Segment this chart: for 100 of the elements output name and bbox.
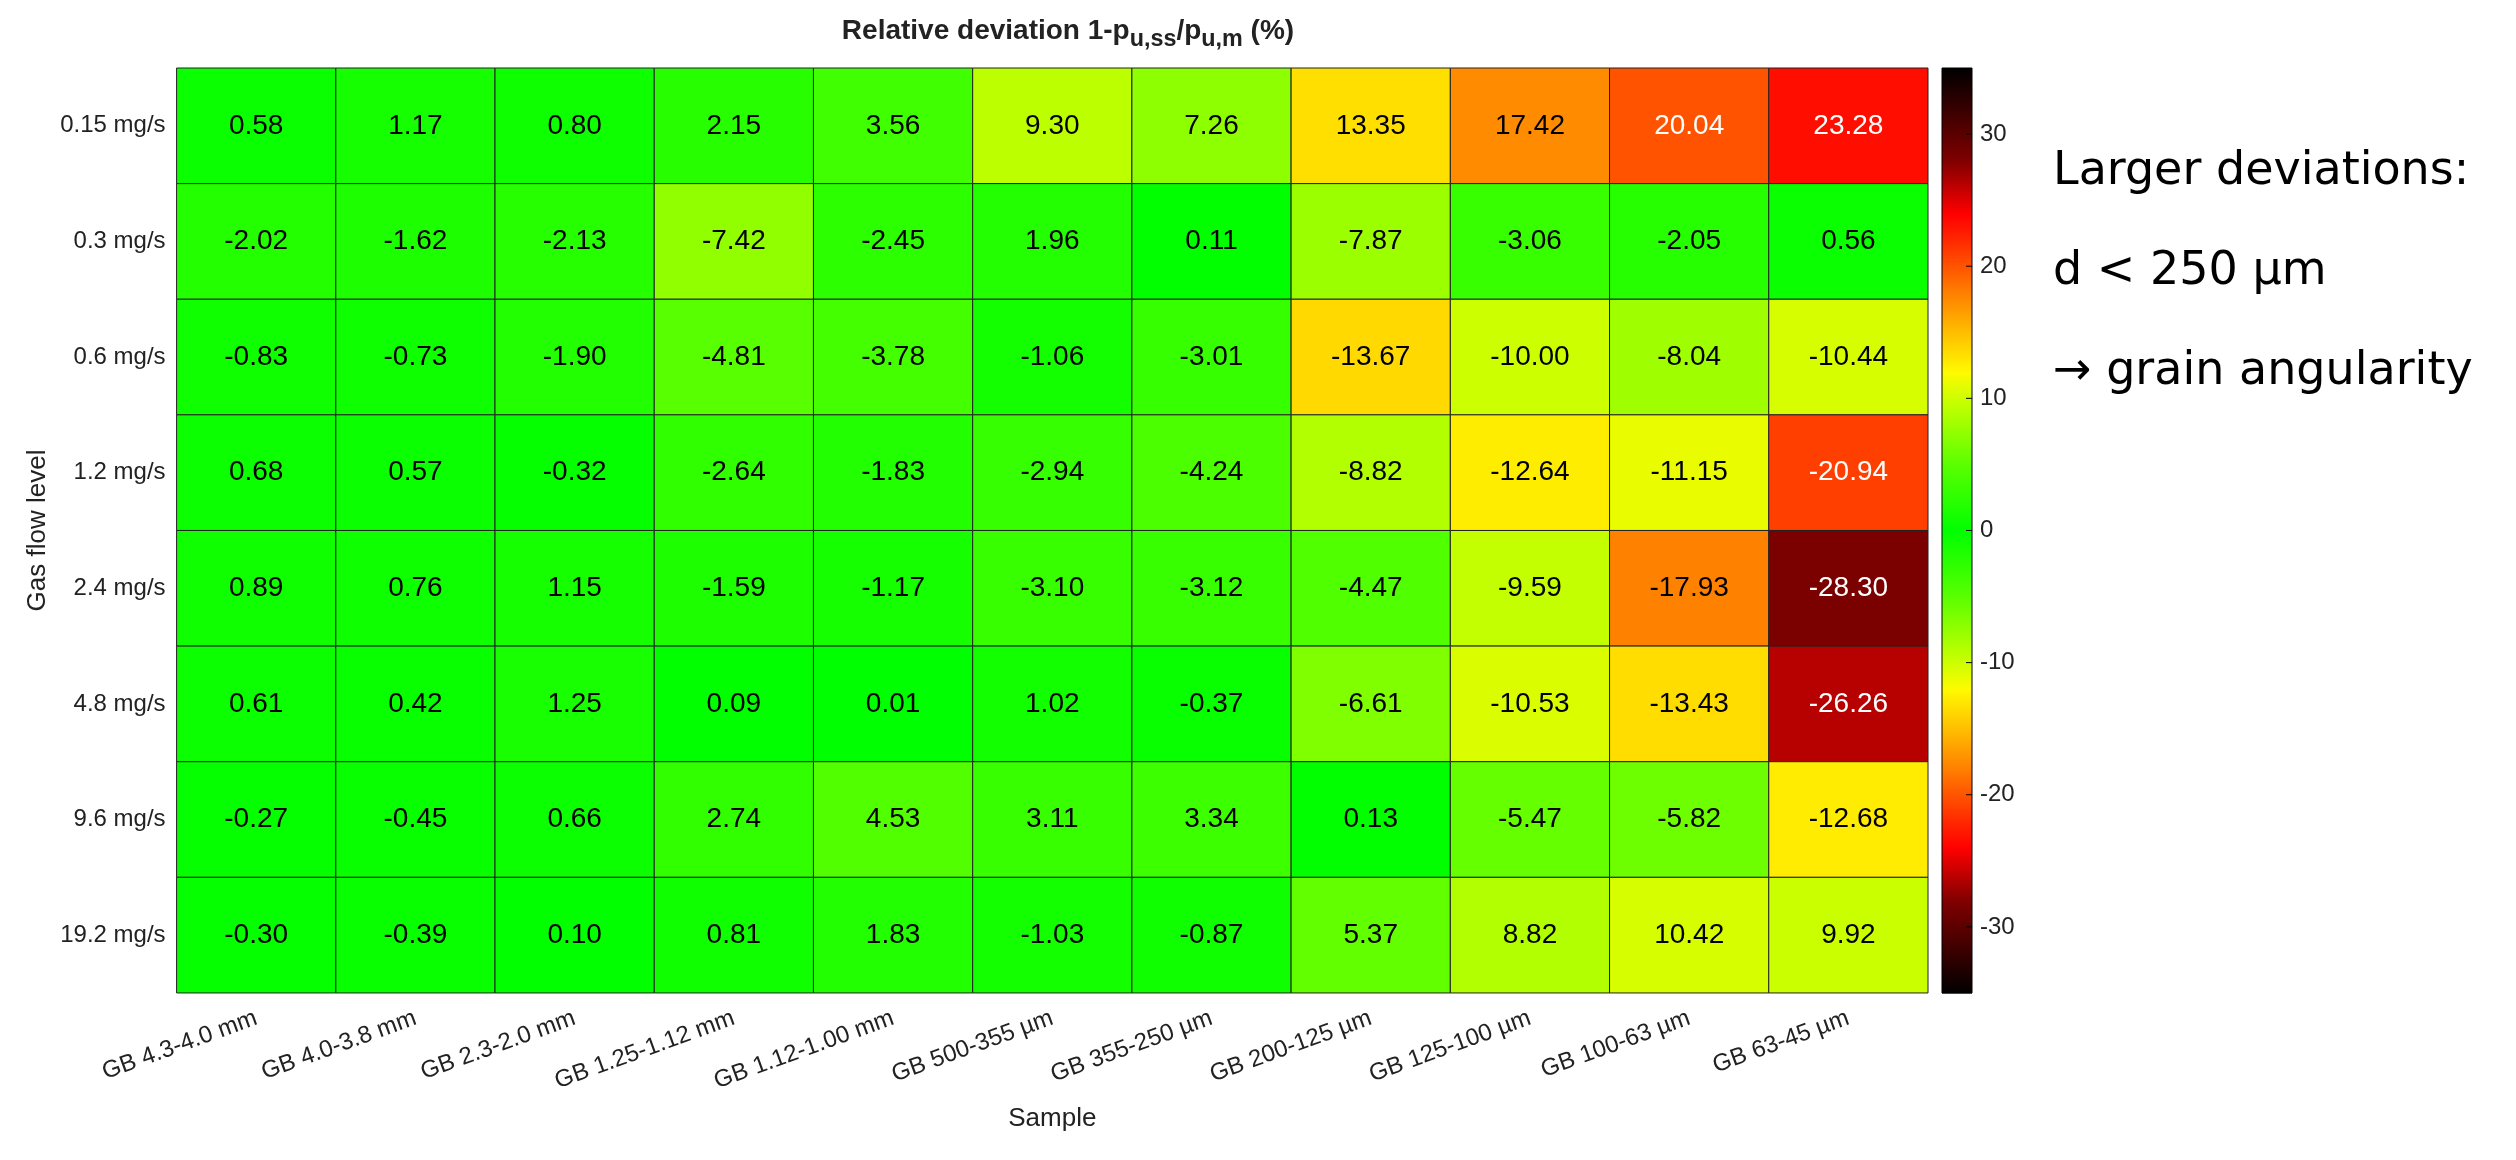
data-label: 0.58 [228, 108, 284, 140]
data-label: -5.47 [1498, 802, 1562, 834]
data-label: -0.73 [383, 339, 448, 371]
data-label: -10.53 [1490, 686, 1570, 718]
data-label: 0.57 [388, 455, 443, 487]
data-label: 5.37 [1343, 917, 1398, 949]
data-label: -0.87 [1179, 917, 1244, 949]
text: d < 250 µm [2053, 240, 2328, 297]
data-label: -3.12 [1179, 571, 1244, 603]
data-label: -8.04 [1657, 339, 1722, 371]
y-tick-label: 0.15 mg/s [60, 110, 166, 138]
data-label: -4.24 [1179, 455, 1244, 487]
data-label: 0.09 [706, 686, 762, 718]
data-label: -0.30 [224, 917, 289, 949]
data-label: 0.68 [228, 455, 284, 487]
data-label: -12.68 [1808, 802, 1889, 834]
data-label: -9.59 [1498, 571, 1562, 603]
color-bar-label: -10 [1980, 647, 2015, 675]
data-label: 1.83 [865, 917, 921, 949]
data-label: 0.66 [547, 802, 602, 834]
data-label: 9.30 [1025, 108, 1080, 140]
data-label: -1.62 [383, 224, 448, 256]
y-tick-label: 1.2 mg/s [73, 457, 166, 485]
data-label: -3.10 [1020, 571, 1085, 603]
y-tick-label: 0.3 mg/s [73, 226, 166, 254]
data-label: -20.94 [1808, 455, 1889, 487]
color-bar-label: 10 [1980, 382, 2007, 410]
chart-title: Relative deviation 1-p$_{u,ss}$/p$_{u,m}$ (%) [840, 14, 1296, 52]
data-label: -2.94 [1020, 455, 1085, 487]
data-label: -2.13 [542, 224, 607, 256]
x-tick-label: GB 100-63 µm [1536, 1003, 1694, 1082]
data-label: -4.47 [1338, 571, 1403, 603]
data-label: -10.00 [1490, 339, 1570, 371]
data-label: -2.45 [861, 224, 925, 256]
data-label: -0.45 [383, 802, 448, 834]
data-label: -8.82 [1338, 455, 1403, 487]
x-axis-title: Sample [1008, 1101, 1097, 1132]
data-label: 10.42 [1654, 917, 1725, 949]
x-tick-label: GB 63-45 µm [1708, 1003, 1853, 1078]
data-label: -1.17 [861, 571, 925, 603]
data-label: 20.04 [1654, 108, 1725, 140]
data-label: -7.42 [701, 224, 766, 256]
data-label: -1.83 [861, 455, 925, 487]
data-label: -10.44 [1808, 339, 1889, 371]
data-label: 8.82 [1502, 917, 1558, 949]
data-label: 1.17 [388, 108, 443, 140]
data-label: -7.87 [1338, 224, 1403, 256]
data-label: 0.11 [1185, 224, 1238, 256]
data-label: 9.92 [1821, 917, 1876, 949]
color-bar-label: 30 [1980, 118, 2007, 146]
data-label: 0.01 [865, 686, 921, 718]
data-label: 4.53 [865, 802, 921, 834]
data-label: 13.35 [1335, 108, 1406, 140]
data-label: -3.01 [1179, 339, 1244, 371]
data-label: 0.61 [228, 686, 284, 718]
data-label: 17.42 [1494, 108, 1565, 140]
data-label: 0.80 [547, 108, 602, 140]
color-bar-label: -30 [1980, 911, 2015, 939]
data-label: 0.76 [388, 571, 443, 603]
data-label: 0.42 [388, 686, 443, 718]
data-label: -5.82 [1657, 802, 1722, 834]
data-label: 0.89 [228, 571, 284, 603]
data-label: -0.83 [224, 339, 289, 371]
data-label: -17.93 [1649, 571, 1729, 603]
data-label: 3.34 [1184, 802, 1239, 834]
y-tick-label: 0.6 mg/s [73, 341, 166, 369]
data-label: -1.59 [701, 571, 766, 603]
data-label: -4.81 [701, 339, 766, 371]
y-tick-label: 9.6 mg/s [73, 804, 166, 832]
data-label: -13.67 [1331, 339, 1411, 371]
data-label: -0.27 [224, 802, 289, 834]
data-label: 0.81 [706, 917, 762, 949]
y-tick-label: 19.2 mg/s [60, 919, 166, 947]
data-label: 0.13 [1343, 802, 1398, 834]
data-label: -1.03 [1020, 917, 1085, 949]
data-label: -0.32 [542, 455, 607, 487]
data-label: -28.30 [1808, 571, 1889, 603]
color-bar-label: 0 [1980, 515, 1994, 543]
data-label: -13.43 [1649, 686, 1729, 718]
data-label: 23.28 [1813, 108, 1884, 140]
y-axis-title: Gas flow level [20, 449, 51, 612]
color-bar-label: -20 [1980, 779, 2015, 807]
data-label: -1.06 [1020, 339, 1085, 371]
data-label: 7.26 [1184, 108, 1239, 140]
data-label: 0.10 [547, 917, 602, 949]
data-label: -2.64 [701, 455, 766, 487]
data-label: 1.15 [547, 571, 602, 603]
text: Larger deviations: [2053, 140, 2471, 197]
data-label: 1.96 [1025, 224, 1080, 256]
data-label: -3.78 [861, 339, 925, 371]
data-label: -11.15 [1650, 455, 1728, 487]
data-label: 2.15 [706, 108, 762, 140]
data-label: -2.02 [224, 224, 289, 256]
data-label: 3.56 [865, 108, 921, 140]
y-tick-label: 4.8 mg/s [73, 688, 166, 716]
data-label: -12.64 [1490, 455, 1570, 487]
data-label: 1.25 [547, 686, 602, 718]
data-label: 1.02 [1025, 686, 1080, 718]
data-label: -2.05 [1657, 224, 1722, 256]
data-label: 3.11 [1026, 802, 1079, 834]
